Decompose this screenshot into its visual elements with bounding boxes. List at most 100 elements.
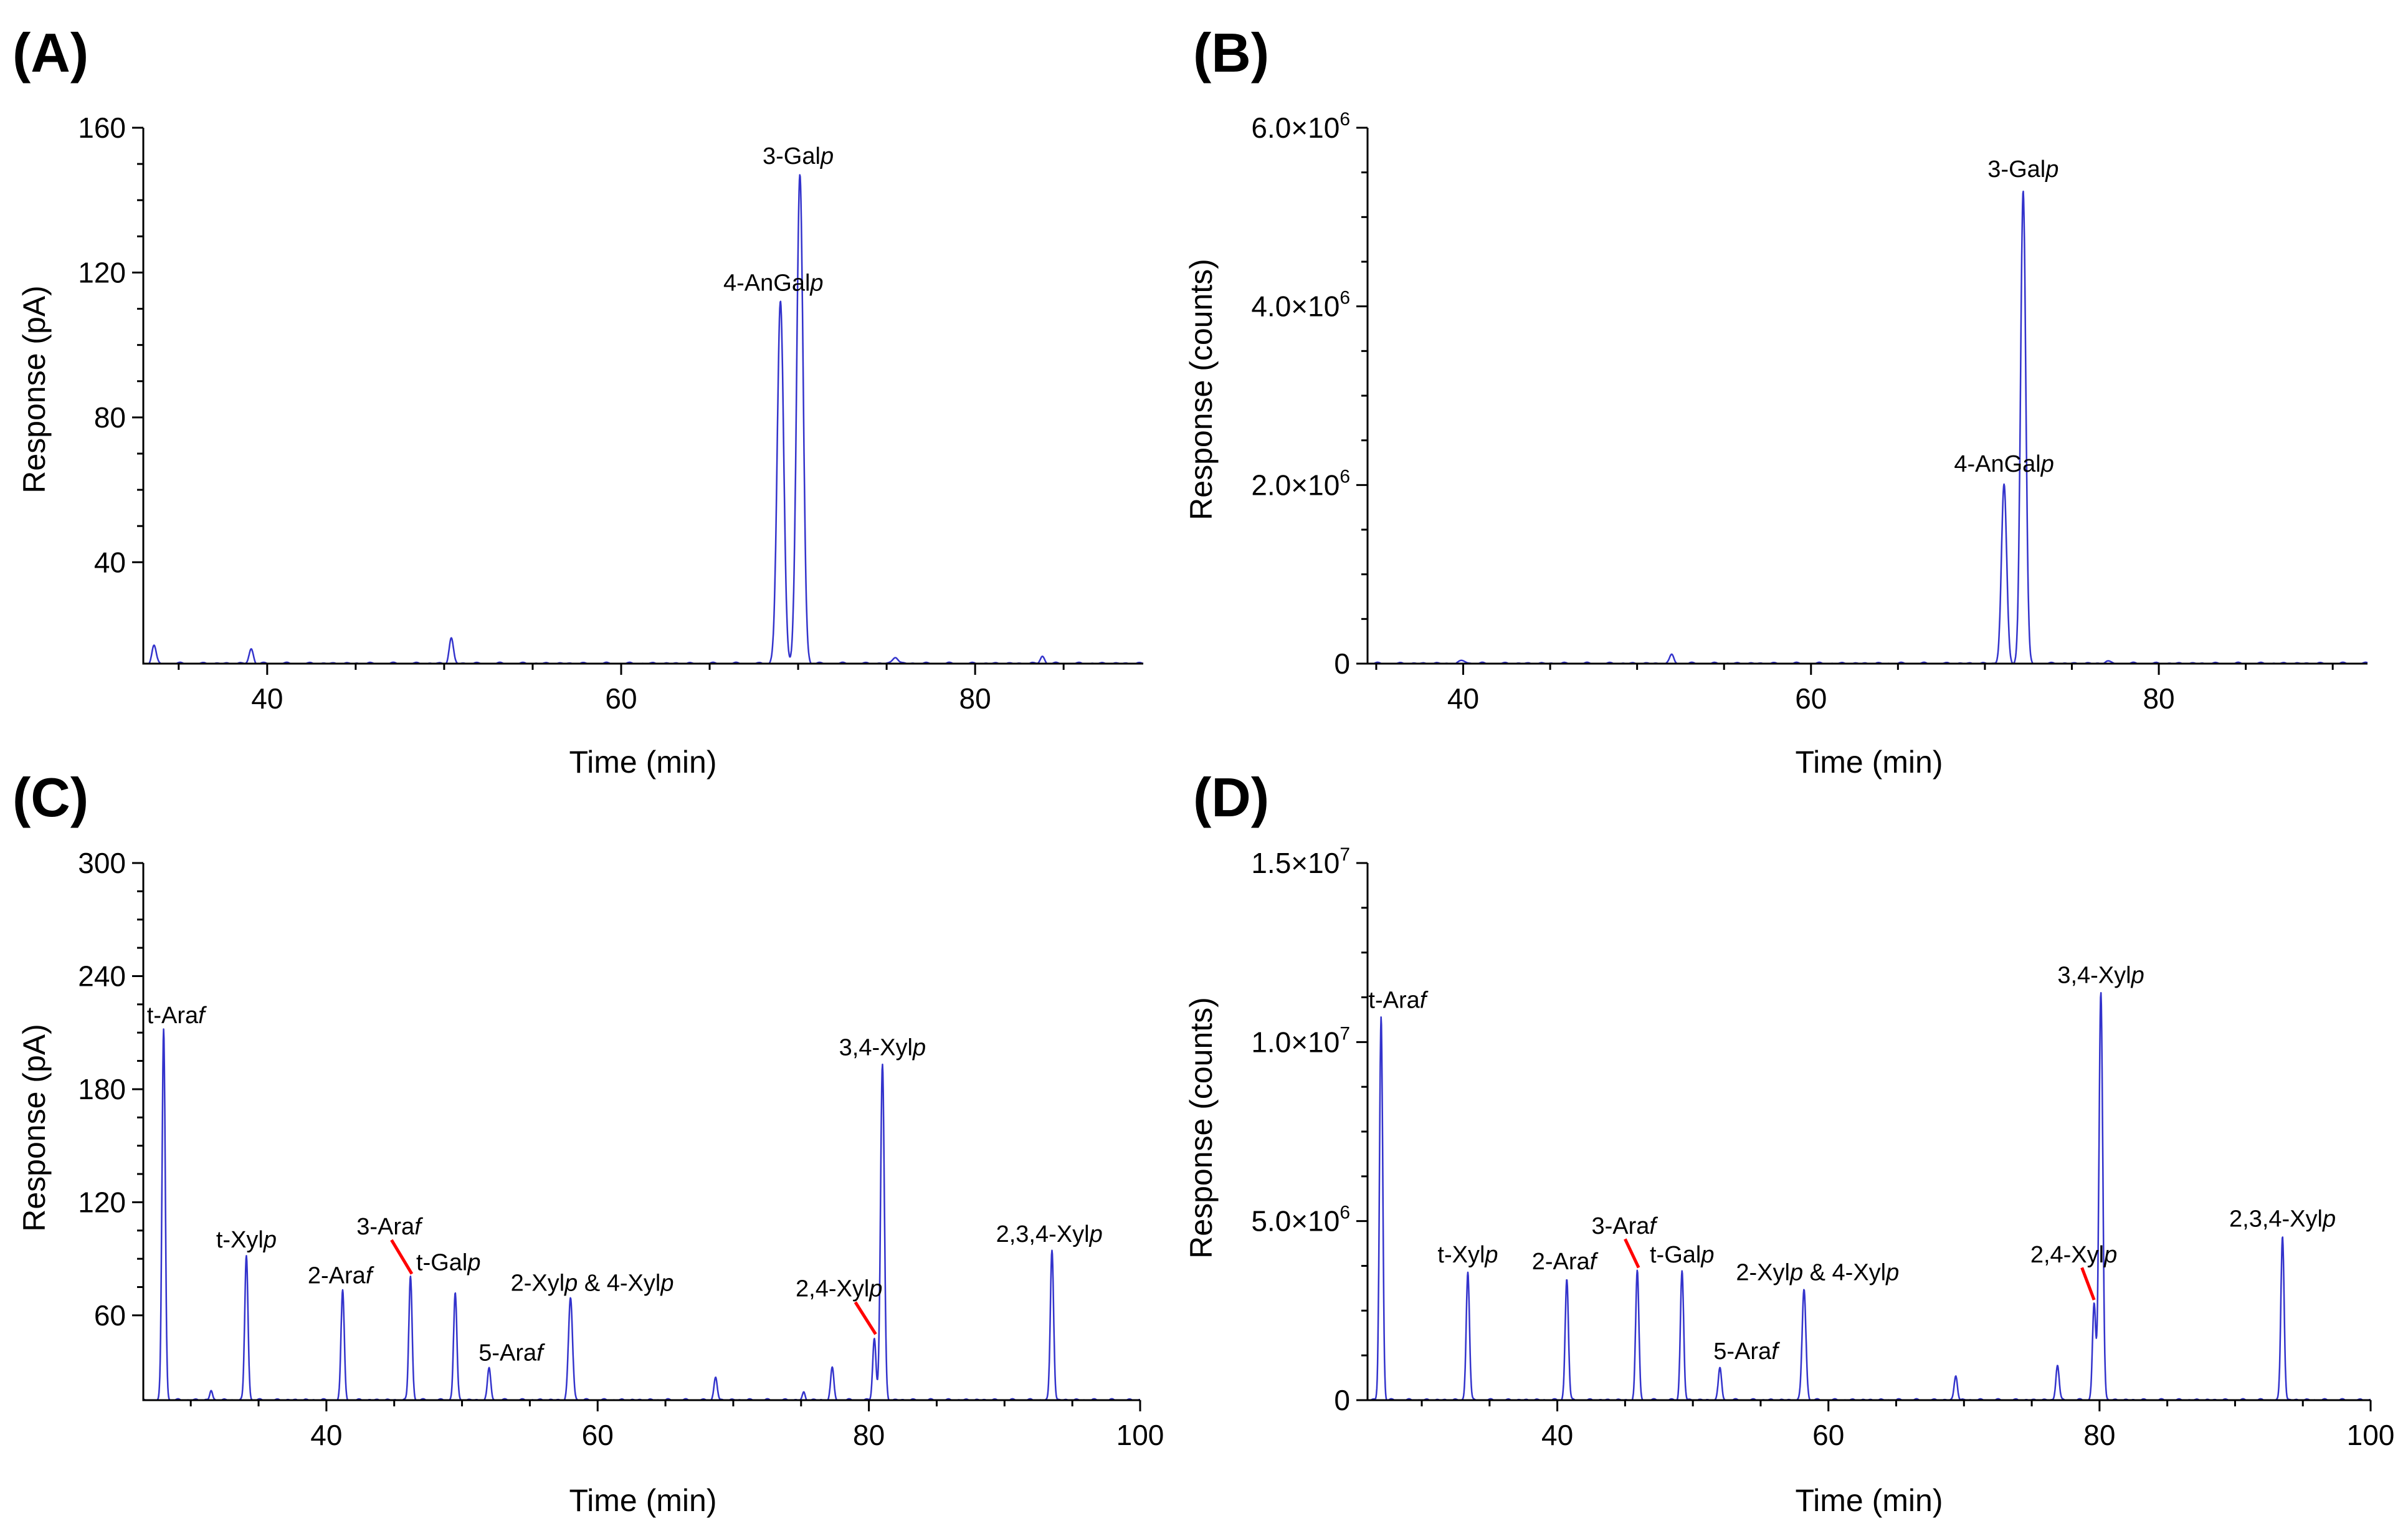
x-tick-label-d-2: 80 [2083, 1419, 2115, 1451]
y-tick-label-a-0: 40 [94, 546, 126, 578]
peak-label-suffix-c-9: p [1089, 1221, 1103, 1247]
trace-c [143, 1028, 1141, 1401]
peak-label-suffix-d-6: p [1789, 1259, 1803, 1285]
peak-label-suffix-c-6: p [564, 1271, 578, 1297]
peak-label-d-5: 5-Araf [1713, 1338, 1780, 1365]
peak-label-c-5: 5-Araf [478, 1340, 545, 1366]
y-tick-base-d-1: 5.0×10 [1251, 1205, 1340, 1238]
axes-d [1366, 863, 2371, 1401]
y-tick-base-b-0: 0 [1334, 647, 1350, 680]
y-tick-label-c-0: 60 [94, 1299, 126, 1332]
peak-label-suffix-d-0: f [1420, 988, 1429, 1014]
peak-label-name-d-5: 5-Ara [1713, 1338, 1772, 1365]
peak-label-suffix2-c-6: p [660, 1271, 673, 1297]
y-tick-label-c-1: 120 [78, 1186, 126, 1218]
peak-label-name-c-5: 5-Ara [478, 1340, 537, 1366]
peak-label-suffix-c-7: p [868, 1276, 882, 1302]
peak-label-name-c-7: 2,4-Xyl [796, 1276, 869, 1302]
y-tick-base-c-0: 60 [94, 1299, 126, 1332]
x-tick-label-b-1: 60 [1795, 682, 1827, 715]
leader-line-c-0 [390, 1239, 414, 1275]
peak-label-name-d-6: 2-Xyl [1736, 1259, 1790, 1285]
peak-label-b-0: 4-AnGalp [1954, 451, 2054, 477]
y-tick-base-c-4: 300 [78, 847, 126, 879]
y-tick-base-b-1: 2.0×10 [1251, 469, 1340, 501]
panel-b: (B) Time (min) Response (counts) 40 60 80 0… [1184, 22, 2368, 780]
peak-label-c-9: 2,3,4-Xylp [996, 1221, 1103, 1247]
peak-label-suffix-a-0: p [809, 270, 823, 296]
trace-a [143, 174, 1144, 665]
y-tick-exponent-b-3: 6 [1340, 109, 1350, 130]
panel-label-c: (C) [12, 766, 88, 828]
x-tick-label-c-1: 60 [582, 1419, 614, 1451]
peak-label-suffix-d-1: p [1484, 1242, 1498, 1268]
peak-label-name-d-3: 3-Ara [1591, 1213, 1650, 1239]
y-tick-exponent-d-3: 7 [1340, 844, 1350, 865]
y-tick-exponent-d-2: 7 [1340, 1023, 1350, 1044]
peak-label-name-d-4: t-Gal [1650, 1242, 1701, 1268]
peak-label-suffix-b-1: p [2045, 156, 2058, 183]
peak-label-name2-c-6: & 4-Xyl [578, 1271, 660, 1297]
peak-label-suffix-d-5: f [1771, 1338, 1780, 1365]
peak-label-a-0: 4-AnGalp [723, 270, 824, 296]
peak-label-suffix-d-7: p [2103, 1242, 2117, 1268]
annotations-b: 4-AnGalp 3-Galp [1954, 156, 2058, 477]
peak-label-c-4: t-Galp [416, 1249, 481, 1276]
peak-label-d-6: 2-Xylp & 4-Xylp [1736, 1259, 1899, 1285]
y-tick-label-d-3: 1.5×107 [1251, 844, 1350, 879]
y-tick-base-a-3: 160 [78, 112, 126, 144]
y-tick-label-a-1: 80 [94, 401, 126, 434]
y-tick-base-a-1: 80 [94, 401, 126, 434]
panel-label-a: (A) [12, 22, 88, 83]
peak-label-suffix-c-2: f [366, 1262, 374, 1289]
y-tick-label-b-0: 0 [1334, 647, 1350, 680]
y-tick-exponent-d-1: 6 [1340, 1203, 1350, 1223]
x-tick-label-d-3: 100 [2347, 1419, 2395, 1451]
x-axis-title-a: Time (min) [569, 745, 716, 780]
y-tick-label-c-2: 180 [78, 1073, 126, 1105]
axes-c [142, 863, 1140, 1401]
x-axis-title-d: Time (min) [1795, 1483, 1943, 1518]
x-tick-label-c-2: 80 [853, 1419, 885, 1451]
y-tick-label-b-3: 6.0×106 [1251, 109, 1350, 144]
x-axis-title-c: Time (min) [569, 1483, 716, 1518]
panel-c: (C) Time (min) Response (pA) 40 60 80 100 60… [12, 766, 1164, 1518]
peak-label-suffix-d-4: p [1700, 1242, 1714, 1268]
y-tick-base-c-1: 120 [78, 1186, 126, 1218]
peak-label-name-c-2: 2-Ara [308, 1262, 366, 1289]
x-tick-label-d-0: 40 [1541, 1419, 1573, 1451]
y-tick-base-c-2: 180 [78, 1073, 126, 1105]
peak-label-name-c-1: t-Xyl [216, 1227, 264, 1253]
ticks-c: 40 60 80 100 60 120 180 240 300 [78, 847, 1164, 1451]
peak-label-suffix-a-1: p [820, 143, 834, 169]
peak-label-name2-d-6: & 4-Xyl [1803, 1259, 1886, 1285]
peak-label-name-c-6: 2-Xyl [511, 1271, 565, 1297]
panel-label-d: (D) [1193, 766, 1269, 828]
peak-label-a-1: 3-Galp [763, 143, 834, 169]
peak-label-c-7: 2,4-Xylp [796, 1276, 882, 1302]
y-axis-title-d: Response (counts) [1184, 997, 1219, 1259]
peak-label-c-2: 2-Araf [308, 1262, 374, 1289]
peak-label-suffix-d-9: p [2322, 1206, 2336, 1232]
y-tick-base-c-3: 240 [78, 960, 126, 992]
y-tick-exponent-b-2: 6 [1340, 288, 1350, 308]
peak-label-c-6: 2-Xylp & 4-Xylp [511, 1271, 674, 1297]
peak-label-name-d-0: t-Ara [1368, 988, 1420, 1014]
leader-line-c-1 [854, 1301, 877, 1335]
peak-label-c-8: 3,4-Xylp [839, 1035, 926, 1061]
annotations-c: t-Araft-Xylp2-Araf3-Araft-Galp5-Araf2-Xy… [147, 1003, 1103, 1366]
y-tick-label-d-2: 1.0×107 [1251, 1023, 1350, 1058]
peak-label-name-c-0: t-Ara [147, 1003, 199, 1029]
peak-label-name-b-1: 3-Gal [1987, 156, 2045, 183]
peak-label-name-a-1: 3-Gal [763, 143, 821, 169]
peak-label-suffix-c-1: p [263, 1227, 277, 1253]
x-axis-title-b: Time (min) [1795, 745, 1943, 780]
y-tick-label-a-2: 120 [78, 256, 126, 289]
peak-label-suffix-d-2: f [1590, 1249, 1599, 1275]
peak-label-d-4: t-Galp [1650, 1242, 1715, 1268]
peak-label-name-c-8: 3,4-Xyl [839, 1035, 913, 1061]
